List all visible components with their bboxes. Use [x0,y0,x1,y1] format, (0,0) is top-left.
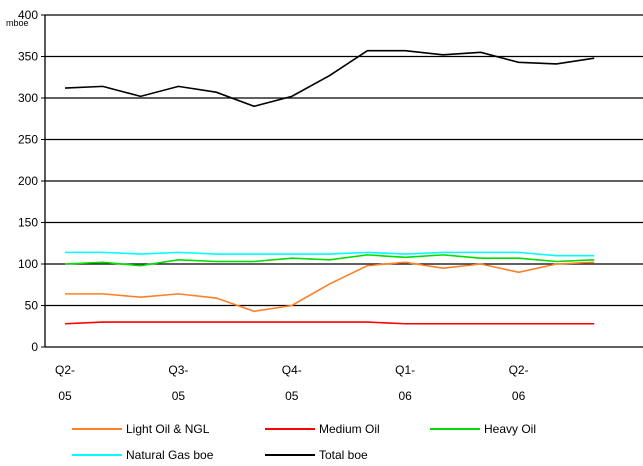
series-line [64,321,595,325]
series-line [64,254,595,267]
series-line [65,251,595,257]
x-tick-label: Q1- 06 [395,363,416,403]
legend-label: Total boe [319,448,368,462]
y-tick-label: 50 [25,299,39,313]
legend-label: Heavy Oil [484,422,536,436]
y-tick-label: 150 [18,216,38,230]
x-tick-label: Q3- 05 [168,363,189,403]
x-tick-label: Q2- 06 [508,363,529,403]
series-line [64,49,595,108]
x-tick-label: Q2- 05 [54,363,75,403]
y-tick-label: 300 [18,91,38,105]
y-tick-label: 400 [18,8,38,22]
legend-label: Natural Gas boe [126,448,214,462]
y-tick-label: 250 [18,133,38,147]
y-unit: mboe [6,18,29,28]
y-tick-label: 0 [31,340,38,354]
legend-label: Light Oil & NGL [126,422,210,436]
y-tick-label: 100 [18,257,38,271]
y-tick-label: 350 [18,50,38,64]
x-tick-label: Q4- 05 [281,363,302,403]
y-tick-label: 200 [18,174,38,188]
series-line [65,261,595,313]
legend-label: Medium Oil [319,422,380,436]
